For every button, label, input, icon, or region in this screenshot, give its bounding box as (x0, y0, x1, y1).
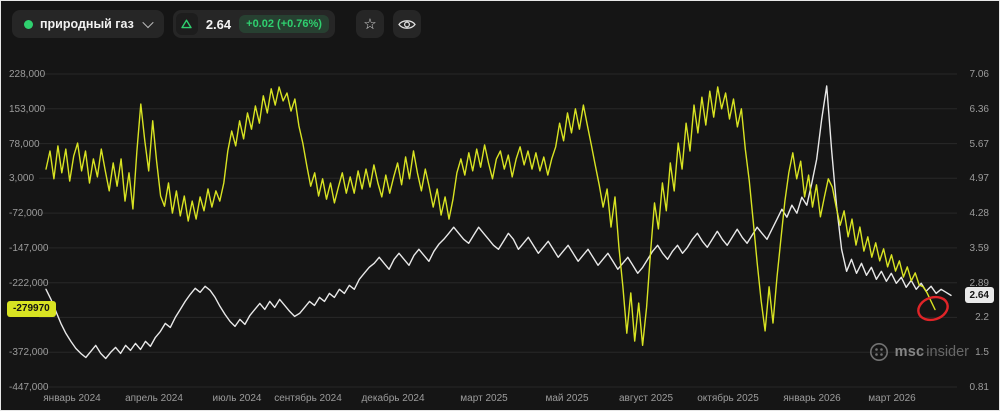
current-price: 2.64 (205, 16, 232, 32)
star-icon: ☆ (363, 15, 377, 33)
right-axis-label: 6.36 (969, 103, 989, 115)
left-axis-label: -72,000 (9, 208, 43, 220)
x-axis-label: март 2026 (868, 393, 916, 404)
series-price-line (45, 85, 952, 360)
right-axis-label: 3.59 (969, 242, 989, 254)
right-axis-label: 2.2 (975, 312, 989, 324)
watermark-text-light: insider (926, 344, 969, 360)
right-axis-label: 5.67 (969, 138, 989, 150)
left-axis-label: -372,000 (9, 347, 49, 359)
right-axis-current-badge: 2.64 (964, 287, 994, 304)
x-axis-label: август 2025 (618, 393, 674, 404)
toolbar: природный газ 2.64 +0.02 (+0.76%) ☆ (12, 10, 421, 38)
instrument-name: природный газ (40, 17, 134, 31)
left-axis-label: 3,000 (9, 173, 35, 185)
x-axis-label: сентябрь 2024 (274, 393, 342, 404)
x-axis-label: январь 2024 (43, 393, 101, 404)
left-axis-label: -222,000 (9, 277, 49, 289)
right-axis-label: 4.28 (969, 208, 989, 220)
price-summary: 2.64 +0.02 (+0.76%) (172, 10, 335, 38)
series-net-positions-line (45, 86, 936, 346)
x-axis-label: декабрь 2024 (361, 393, 425, 404)
watermark-logo-icon (869, 342, 889, 362)
annotation-circle (917, 295, 949, 322)
right-axis-label: 1.5 (975, 347, 989, 359)
left-axis-current-badge: -279970 (7, 300, 56, 317)
favorite-button[interactable]: ☆ (355, 10, 384, 38)
watermark-text-bold: msc (894, 344, 925, 360)
x-axis-label: июль 2024 (212, 393, 262, 404)
left-axis-label: 78,000 (9, 138, 40, 150)
right-axis-label: 7.06 (969, 69, 989, 80)
right-axis-label: 0.81 (969, 382, 989, 393)
instrument-status-dot (24, 19, 33, 29)
left-axis-label: -147,000 (9, 242, 49, 254)
trend-up-icon (175, 13, 198, 35)
right-axis-label: 4.97 (969, 173, 989, 185)
left-axis-label: 153,000 (9, 103, 46, 115)
x-axis-label: январь 2026 (783, 393, 841, 404)
watchlist-button[interactable] (392, 10, 421, 38)
x-axis-label: апрель 2024 (125, 393, 183, 404)
chevron-down-icon (142, 16, 154, 29)
eye-icon (398, 18, 416, 31)
watermark: msc insider (869, 342, 969, 362)
x-axis-label: март 2025 (460, 393, 508, 404)
left-axis-label: 228,000 (9, 69, 46, 80)
instrument-selector[interactable]: природный газ (12, 10, 164, 38)
x-axis-label: май 2025 (545, 393, 589, 404)
right-axis-label: 2.89 (969, 277, 989, 289)
price-change-badge: +0.02 (+0.76%) (239, 15, 329, 33)
x-axis-label: октябрь 2025 (697, 393, 759, 404)
left-axis-label: -447,000 (9, 382, 49, 393)
